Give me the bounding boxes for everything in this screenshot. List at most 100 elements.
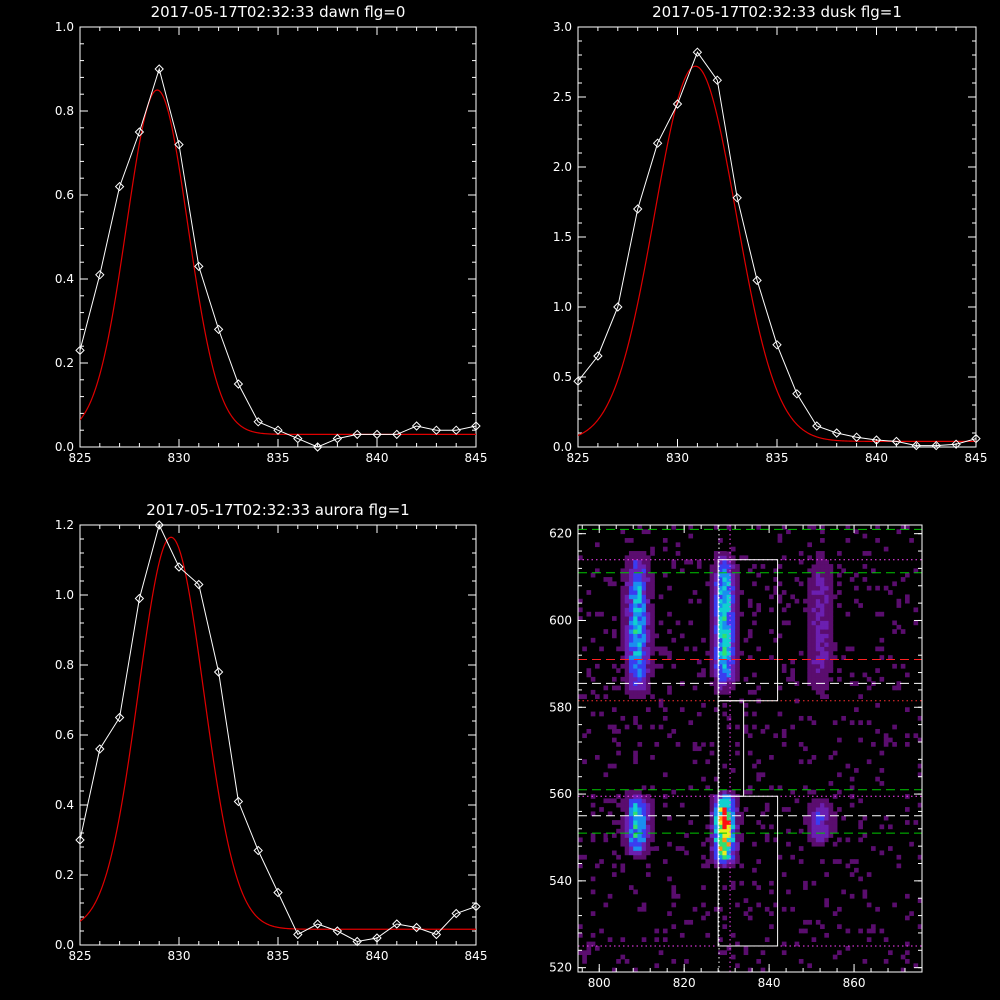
heatmap-cell [624, 624, 630, 630]
heatmap-cell [743, 898, 749, 903]
heatmap-cell [896, 624, 902, 630]
heatmap-cell [879, 655, 885, 660]
heatmap-cell [709, 603, 715, 608]
heatmap-cell [624, 811, 630, 817]
heatmap-cell [917, 898, 923, 903]
heatmap-cell [879, 850, 885, 856]
heatmap-cell [739, 590, 745, 595]
heatmap-cell [616, 802, 621, 808]
heatmap-cell [726, 624, 732, 630]
chart-title: 2017-05-17T02:32:33 aurora flg=1 [146, 501, 409, 519]
heatmap-cell [760, 772, 766, 778]
heatmap-cell [688, 620, 694, 626]
data-point-marker [114, 712, 125, 723]
heatmap-cell [624, 637, 630, 643]
heatmap-cell [752, 711, 757, 717]
heatmap-cell [684, 833, 689, 838]
heatmap-cell [866, 551, 872, 556]
heatmap-cell [650, 802, 655, 808]
heatmap-cell [628, 577, 634, 582]
heatmap-cell [743, 807, 749, 812]
heatmap-cell [726, 850, 732, 856]
heatmap-cell [905, 733, 910, 739]
heatmap-cell [828, 594, 834, 600]
heatmap-cell [637, 620, 643, 626]
heatmap-cell [620, 828, 626, 834]
heatmap-cell [735, 568, 740, 574]
heatmap-cell [722, 642, 728, 647]
heatmap-cell [828, 642, 834, 647]
heatmap-cell [718, 646, 723, 652]
heatmap-cell [735, 941, 740, 947]
heatmap-cell [718, 815, 723, 821]
heatmap-cell [811, 577, 817, 582]
heatmap-cell [709, 559, 715, 565]
heatmap-cell [752, 880, 757, 886]
heatmap-cell [820, 585, 825, 591]
heatmap-cell [637, 659, 643, 665]
heatmap-cell [730, 633, 736, 639]
heatmap-cell [820, 655, 825, 660]
heatmap-cell [590, 802, 596, 808]
heatmap-cell [637, 794, 643, 799]
heatmap-cell [594, 542, 600, 548]
heatmap-cell [633, 590, 638, 595]
heatmap-cell [645, 585, 651, 591]
heatmap-cell [662, 546, 668, 552]
heatmap-cell [624, 958, 630, 964]
heatmap-cell [798, 559, 804, 565]
heatmap-cell [662, 707, 668, 713]
heatmap-cell [811, 820, 817, 825]
heatmap-cell [628, 663, 634, 669]
heatmap-cell [735, 620, 740, 626]
heatmap-cell [616, 820, 621, 825]
heatmap-cell [854, 585, 859, 591]
heatmap-cell [811, 811, 817, 817]
heatmap-cell [849, 720, 855, 726]
heatmap-cell [811, 624, 817, 630]
y-tick-label: 1.0 [55, 20, 74, 34]
heatmap-cell [828, 811, 834, 817]
heatmap-cell [709, 637, 715, 643]
heatmap-cell [628, 850, 634, 856]
heatmap-cell [645, 598, 651, 604]
heatmap-cell [896, 854, 902, 860]
heatmap-cell [582, 954, 587, 960]
heatmap-cell [815, 919, 821, 925]
heatmap-cell [811, 598, 817, 604]
heatmap-cell [645, 659, 651, 665]
heatmap-cell [628, 802, 634, 808]
heatmap-cell [713, 794, 719, 799]
heatmap-cell [637, 655, 643, 660]
heatmap-cell [701, 841, 706, 847]
heatmap-cell [709, 807, 715, 812]
heatmap-cell [701, 776, 706, 782]
heatmap-cell [726, 689, 732, 695]
data-point-marker [75, 835, 85, 845]
heatmap-cell [798, 759, 804, 765]
x-tick-label: 830 [666, 451, 689, 465]
heatmap-cell [616, 685, 621, 691]
heatmap-cell [713, 824, 719, 830]
heatmap-cell [790, 906, 795, 912]
heatmap-cell [862, 958, 868, 964]
heatmap-cell [633, 820, 638, 825]
heatmap-cell [815, 655, 821, 660]
heatmap-cell [650, 629, 655, 634]
heatmap-cell [820, 837, 825, 843]
heatmap-cell [645, 815, 651, 821]
heatmap-cell [718, 854, 723, 860]
heatmap-cell [667, 585, 672, 591]
heatmap-cell [628, 672, 634, 678]
heatmap-cell [662, 937, 668, 943]
heatmap-cell [611, 633, 617, 639]
heatmap-cell [820, 828, 825, 834]
heatmap-cell [713, 620, 719, 626]
heatmap-cell [917, 854, 923, 860]
heatmap-cell [815, 559, 821, 565]
heatmap-cell [820, 663, 825, 669]
heatmap-cell [650, 620, 655, 626]
heatmap-cell [620, 624, 626, 630]
heatmap-cell [722, 863, 728, 869]
